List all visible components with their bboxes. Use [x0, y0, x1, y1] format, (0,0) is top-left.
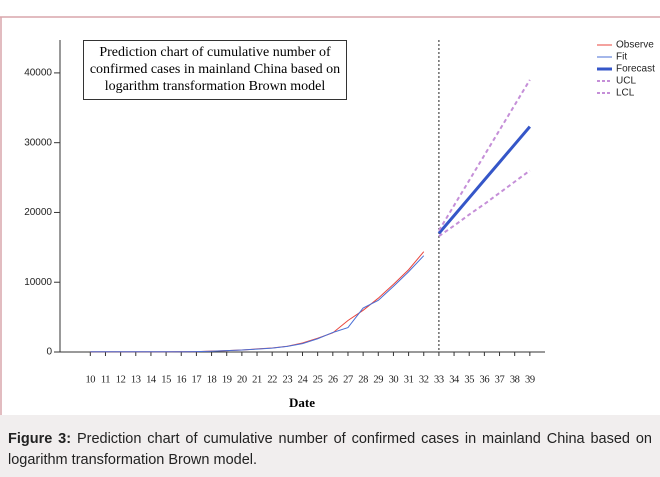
legend-label: LCL	[616, 88, 635, 99]
x-tick-label: 33	[434, 374, 444, 385]
y-tick-label: 10000	[24, 277, 52, 288]
x-tick-label: 26	[328, 374, 338, 385]
x-tick-label: 28	[358, 374, 368, 385]
x-tick-label: 34	[449, 374, 460, 385]
y-tick-label: 40000	[24, 68, 52, 79]
y-tick-label: 0	[46, 347, 52, 358]
x-tick-label: 16	[176, 374, 186, 385]
x-tick-label: 17	[192, 374, 202, 385]
caption-label: Figure 3:	[8, 431, 72, 447]
x-tick-label: 14	[146, 374, 157, 385]
series-line	[438, 79, 531, 232]
x-tick-label: 10	[85, 374, 95, 385]
x-tick-label: 19	[222, 374, 232, 385]
caption-text: Prediction chart of cumulative number of…	[8, 431, 652, 468]
x-tick-label: 20	[237, 374, 247, 385]
x-tick-label: 39	[525, 374, 535, 385]
x-tick-label: 12	[116, 374, 126, 385]
x-tick-label: 29	[373, 374, 383, 385]
caption: Figure 3: Prediction chart of cumulative…	[0, 415, 660, 477]
x-axis-label: Date	[289, 395, 315, 410]
x-tick-label: 24	[298, 374, 309, 385]
legend-label: Forecast	[616, 64, 655, 75]
x-tick-label: 15	[161, 374, 171, 385]
x-tick-label: 30	[389, 374, 399, 385]
legend-label: Observe	[616, 40, 654, 51]
x-tick-label: 35	[464, 374, 474, 385]
series-line	[90, 251, 425, 353]
chart-title: Prediction chart of cumulative number of…	[83, 40, 347, 100]
x-tick-label: 32	[419, 374, 429, 385]
legend-label: UCL	[616, 76, 636, 87]
x-tick-label: 36	[480, 374, 490, 385]
x-tick-label: 38	[510, 374, 520, 385]
x-tick-label: 25	[313, 374, 323, 385]
y-tick-label: 20000	[24, 207, 52, 218]
legend-label: Fit	[616, 52, 627, 63]
series-line	[90, 255, 425, 353]
y-tick-label: 30000	[24, 137, 52, 148]
x-tick-label: 23	[282, 374, 292, 385]
series-line	[438, 169, 531, 237]
x-tick-label: 18	[207, 374, 217, 385]
x-tick-label: 27	[343, 374, 353, 385]
x-tick-label: 21	[252, 374, 262, 385]
x-tick-label: 22	[267, 374, 277, 385]
x-tick-label: 37	[495, 374, 505, 385]
x-tick-label: 31	[404, 374, 414, 385]
x-tick-label: 11	[101, 374, 110, 385]
x-tick-label: 13	[131, 374, 141, 385]
series-line	[437, 125, 531, 235]
